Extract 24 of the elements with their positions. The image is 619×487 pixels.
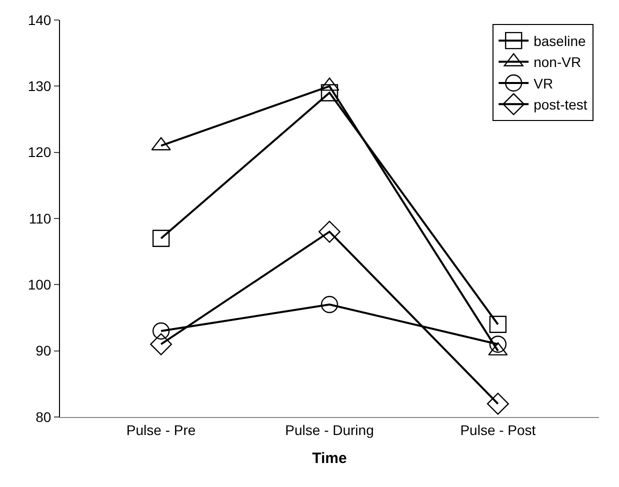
x-tick-label: Pulse - Pre bbox=[126, 422, 196, 438]
point bbox=[318, 220, 340, 243]
legend-label: baseline bbox=[534, 33, 586, 50]
y-tick-label: 120 bbox=[28, 144, 52, 160]
legend-label: post-test bbox=[534, 96, 588, 113]
point bbox=[152, 230, 170, 247]
point bbox=[320, 296, 338, 314]
y-tick-label: 80 bbox=[36, 408, 52, 425]
legend-label: VR bbox=[534, 75, 554, 92]
point bbox=[489, 336, 507, 353]
x-axis-title: Time bbox=[312, 450, 347, 467]
y-tick-label: 110 bbox=[28, 210, 52, 226]
point bbox=[152, 322, 170, 340]
point bbox=[320, 84, 338, 102]
y-tick-label: 90 bbox=[36, 342, 52, 359]
point bbox=[489, 316, 507, 333]
point bbox=[150, 333, 172, 356]
legend-label: non-VR bbox=[534, 54, 582, 70]
x-tick-label: Pulse - During bbox=[285, 422, 374, 438]
x-tick-label: Pulse - Post bbox=[460, 422, 536, 438]
point bbox=[486, 392, 509, 415]
y-tick-label: 140 bbox=[28, 12, 52, 28]
y-tick-label: 130 bbox=[28, 78, 52, 94]
y-tick-label: 100 bbox=[28, 276, 52, 293]
